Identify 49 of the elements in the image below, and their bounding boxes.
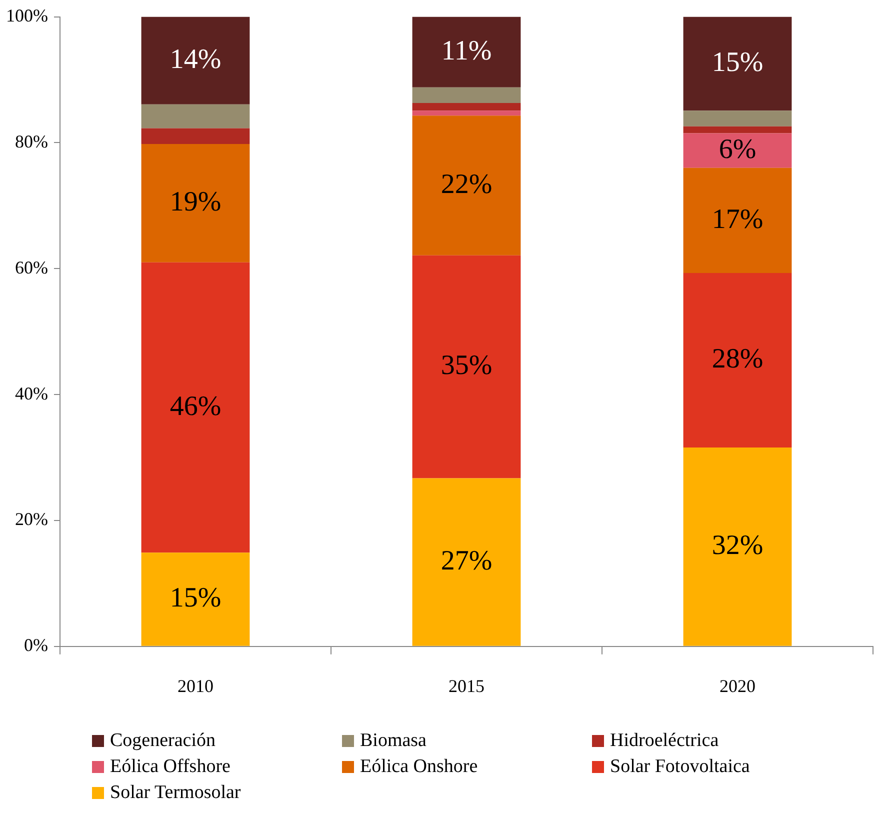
x-tick-label: 2020 (720, 676, 756, 696)
legend-label: Eólica Offshore (110, 756, 230, 778)
bar (683, 168, 792, 274)
bar (412, 478, 521, 646)
data-label: 22% (440, 168, 492, 200)
data-label: 17% (712, 204, 764, 235)
data-label: 28% (712, 344, 764, 375)
data-label: 35% (440, 350, 492, 382)
y-tick-label: 20% (14, 509, 48, 530)
bar (412, 110, 521, 116)
y-tick-label: 0% (24, 635, 48, 656)
x-tick-label: 2010 (177, 676, 214, 696)
bar (412, 116, 521, 256)
legend-label: Cogeneración (110, 730, 216, 752)
bar (683, 447, 792, 646)
data-label: 15% (712, 47, 764, 78)
bar (412, 103, 521, 111)
bar (683, 110, 792, 126)
legend-label: Hidroeléctrica (610, 730, 719, 752)
bar (141, 16, 250, 104)
bar (141, 552, 250, 646)
x-tick-label: 2015 (448, 676, 484, 696)
data-label: 15% (170, 582, 222, 614)
bar (683, 133, 792, 168)
bar (141, 128, 250, 144)
data-label: 11% (441, 35, 492, 66)
legend-label: Solar Termosolar (110, 782, 241, 804)
bar (412, 87, 521, 104)
bar (412, 16, 521, 88)
bar (683, 273, 792, 448)
bar (412, 255, 521, 478)
data-label: 6% (718, 134, 756, 165)
y-tick-label: 40% (14, 383, 48, 404)
legend-label: Solar Fotovoltaica (610, 756, 750, 778)
bar (141, 262, 250, 553)
bar (683, 16, 792, 111)
data-label: 27% (440, 545, 492, 576)
data-label: 32% (712, 530, 764, 562)
data-label: 46% (170, 390, 222, 422)
legend-label: Biomasa (360, 730, 426, 752)
data-label: 19% (170, 186, 222, 218)
bar (683, 126, 792, 134)
bar (141, 104, 250, 128)
data-label: 14% (170, 44, 222, 75)
legend-label: Eólica Onshore (360, 756, 478, 778)
bar (141, 144, 250, 262)
y-tick-label: 80% (14, 131, 48, 152)
y-tick-label: 100% (6, 6, 48, 26)
y-tick-label: 60% (14, 257, 48, 278)
